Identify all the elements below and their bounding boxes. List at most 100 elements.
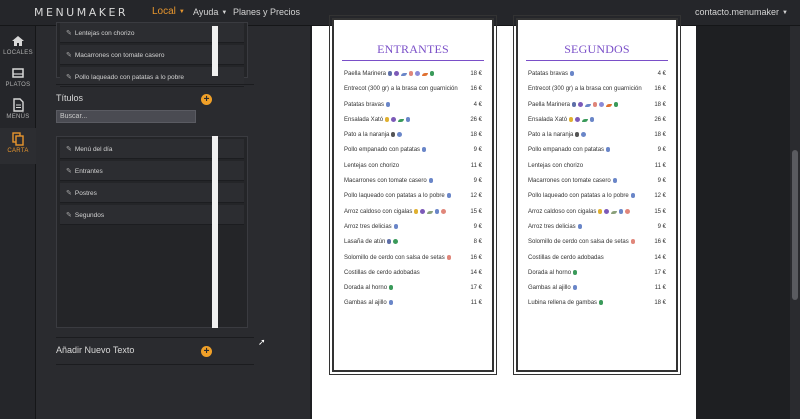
caret-down-icon: ▼ [178,9,185,15]
dish-row[interactable]: Pollo empanado con patatas 9 € [334,147,492,162]
dish-name: Ensalada Xató [528,116,568,123]
dish-row[interactable]: Arroz caldoso con cigalas 15 € [518,208,676,224]
dish-name: Solomillo de cerdo con salsa de setas [344,254,445,261]
sidebar-item-carta[interactable]: CARTA [0,128,36,164]
dish-row[interactable]: Pollo laqueado con patatas a lo pobre 12 … [518,193,676,208]
dish-row[interactable]: Solomillo de cerdo con salsa de setas 16 … [334,254,492,270]
dish-row[interactable]: Dorada al horno 17 € [518,269,676,285]
nav-planes-precios[interactable]: Planes y Precios [233,7,301,17]
menu-column-segundos[interactable]: SEGUNDOS Patatas bravas 4 € Entrecot (300 … [513,15,681,375]
list-item[interactable]: ✎ Macarrones con tomate casero [60,45,244,65]
dish-name: Patatas bravas [344,101,385,108]
allergen-icon [611,210,618,214]
allergen-icon [393,223,398,229]
dish-price: 9 € [657,178,666,185]
dish-price: 12 € [470,193,482,200]
dish-price: 26 € [470,116,482,123]
workspace-scroll-thumb[interactable] [792,150,798,300]
dish-row[interactable]: Gambas al ajillo 11 € [334,300,492,315]
dish-name: Arroz tres delicias [344,223,392,230]
allergen-icon [406,116,411,122]
dish-name: Patatas bravas [528,71,569,77]
dish-row[interactable]: Lasaña de atún 8 € [334,239,492,254]
dish-name: Entrecot (300 gr) a la brasa con guarnic… [344,86,458,93]
dish-row[interactable]: Costillas de cerdo adobadas 14 € [334,270,492,285]
allergen-icon [386,101,391,107]
add-text-icon[interactable]: + [201,346,212,357]
divider [56,337,254,338]
sidebar-item-menus[interactable]: MENÚS [0,94,36,130]
list-item[interactable]: ✎ Entrantes [60,161,244,181]
dish-row[interactable]: Dorada al horno 17 € [334,285,492,300]
menu-page[interactable]: ENTRANTES Paella Marinera 18 € Entrecot (3… [312,15,696,419]
dish-row[interactable]: Pollo laqueado con patatas a lo pobre 12 … [334,193,492,208]
list-item[interactable]: ✎ Postres [60,183,244,203]
list-item[interactable]: ✎ Lentejas con chorizo [60,23,244,43]
dish-row[interactable]: Pato a la naranja 18 € [334,132,492,147]
title-list-scrollbar[interactable] [212,136,218,328]
dish-name: Arroz caldoso con cigalas [528,208,597,215]
dish-row[interactable]: Pato a la naranja 18 € [518,132,676,147]
dish-row[interactable]: Macarrones con tomate casero 9 € [518,178,676,193]
dish-price: 18 € [654,132,666,139]
list-item[interactable]: ✎ Menú del día [60,139,244,159]
dish-row[interactable]: Paella Marinera 18 € [334,71,492,86]
search-input[interactable] [56,110,196,123]
add-title-icon[interactable]: + [201,94,212,105]
dish-row[interactable]: Ensalada Xató 26 € [518,116,676,132]
dish-name: Pato a la naranja [344,132,390,139]
allergen-icon [446,254,451,260]
allergen-icon [593,101,598,107]
dish-row[interactable]: Entrecot (300 gr) a la brasa con guarnic… [518,86,676,101]
dish-name: Paella Marinera [528,101,571,108]
dish-price: 17 € [654,269,666,276]
allergen-icon [430,71,435,76]
allergen-icon [401,73,408,76]
dish-row[interactable]: Arroz caldoso con cigalas 15 € [334,208,492,224]
allergen-icon [415,71,421,76]
account-menu[interactable]: contacto.menumaker ▼ [695,7,788,17]
dish-row[interactable]: Patatas bravas 4 € [334,101,492,117]
dish-price: 26 € [654,116,666,123]
allergen-icon [393,239,399,245]
dish-price: 8 € [473,239,482,246]
dish-row[interactable]: Entrecot (300 gr) a la brasa con guarnic… [334,86,492,101]
allergen-icon [575,116,581,122]
title-list[interactable]: ✎ Menú del día ✎ Entrantes ✎ Postres ✎ Segun… [56,136,248,328]
sidebar-item-locales[interactable]: LOCALES [0,30,36,66]
dish-row[interactable]: Lentejas con chorizo 11 € [518,163,676,178]
list-item[interactable]: ✎ Segundos [60,205,244,225]
dish-row[interactable]: Arroz tres delicias 9 € [334,223,492,239]
dish-name: Lasaña de atún [344,239,386,246]
dish-list-scrollbar[interactable] [212,26,218,76]
dish-name: Arroz tres delicias [528,223,576,230]
allergen-icon [604,208,610,214]
sidebar-item-platos[interactable]: PLATOS [0,62,36,98]
dish-row[interactable]: Lubina rellena de gambas 18 € [518,300,676,315]
list-item[interactable]: ✎ Pollo laqueado con patatas a lo pobre [60,67,244,87]
dish-price: 14 € [470,269,482,276]
dish-price: 17 € [470,285,482,292]
dish-row[interactable]: Gambas al ajillo 11 € [518,285,676,300]
dish-name: Dorada al horno [528,269,572,276]
dish-row[interactable]: Patatas bravas 4 € [518,71,676,86]
nav-local-dropdown[interactable]: Local ▼ [152,6,185,17]
dish-list[interactable]: ✎ Lentejas con chorizo ✎ Macarrones con to… [56,22,248,87]
dish-price: 11 € [470,300,482,307]
column-heading: ENTRANTES [377,42,449,56]
allergen-icon [585,103,592,107]
dish-row[interactable]: Ensalada Xató 26 € [334,116,492,132]
dish-row[interactable]: Lentejas con chorizo 11 € [334,163,492,178]
dish-row[interactable]: Macarrones con tomate casero 9 € [334,178,492,193]
dish-row[interactable]: Pollo empanado con patatas 9 € [518,147,676,162]
nav-ayuda-dropdown[interactable]: Ayuda ▼ [193,7,228,17]
dish-price: 9 € [473,223,482,230]
dish-row[interactable]: Solomillo de cerdo con salsa de setas 16 … [518,239,676,254]
brand-logo[interactable]: MENUMAKER [34,6,129,19]
allergen-icon [577,223,582,229]
dish-row[interactable]: Arroz tres delicias 9 € [518,223,676,239]
allergen-icon [572,101,577,107]
menu-column-entrantes[interactable]: ENTRANTES Paella Marinera 18 € Entrecot (3… [329,15,497,375]
dish-row[interactable]: Costillas de cerdo adobadas 14 € [518,255,676,270]
dish-row[interactable]: Paella Marinera 18 € [518,101,676,117]
